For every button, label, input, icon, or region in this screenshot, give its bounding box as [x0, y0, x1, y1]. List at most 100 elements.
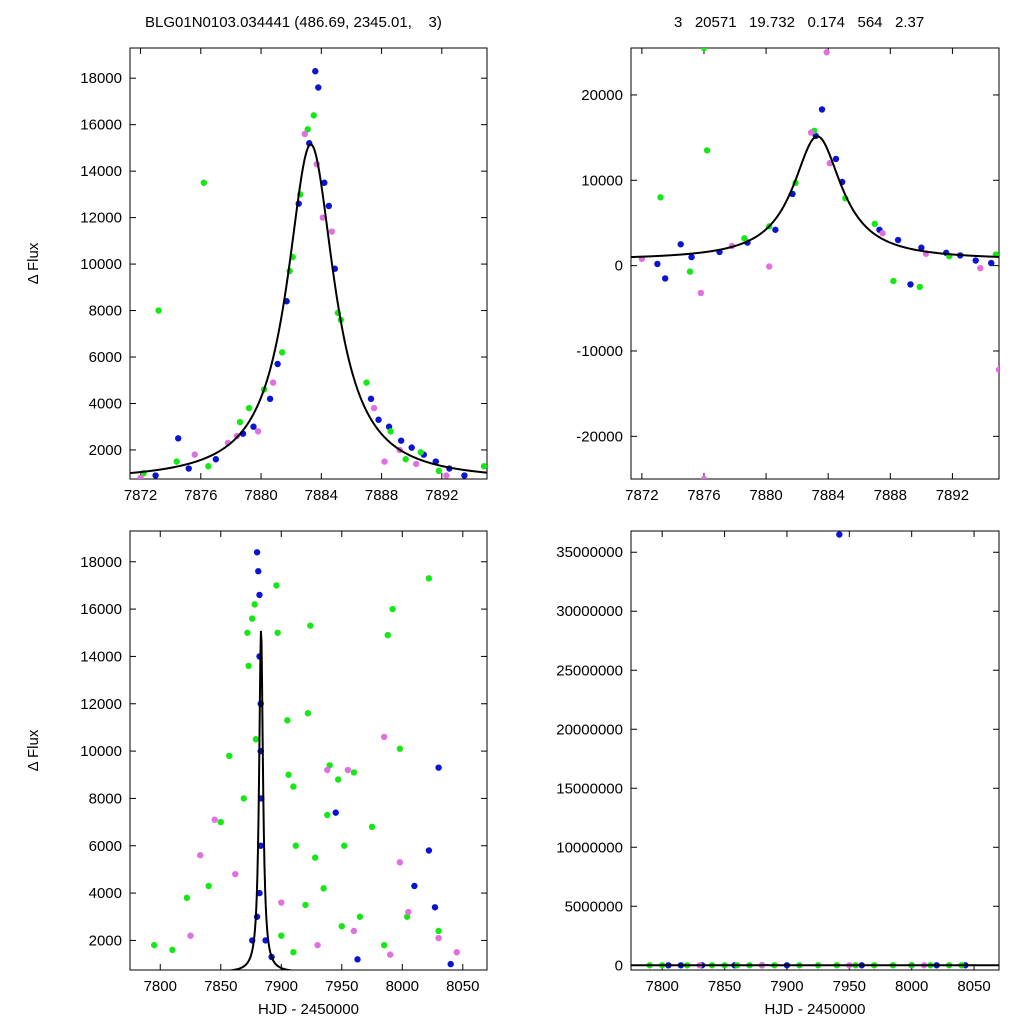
header-left-title: BLG01N0103.034441 (486.69, 2345.01, 3) — [145, 14, 442, 31]
data-point-green — [284, 717, 291, 724]
data-point-pink — [232, 870, 239, 878]
data-point-pink — [807, 129, 815, 136]
data-point-green — [338, 923, 345, 930]
data-point-green — [341, 842, 348, 849]
plot-area — [631, 531, 999, 969]
data-point-pink — [324, 766, 331, 774]
data-point-pink — [977, 264, 984, 272]
x-tick-label: 7880 — [749, 487, 782, 504]
y-axis-label: Δ Flux — [25, 729, 42, 771]
y-tick-label: -10000 — [576, 343, 623, 360]
data-point-blue — [661, 275, 669, 282]
data-point-green — [368, 823, 376, 831]
y-tick-label: 10000 — [80, 256, 122, 273]
data-point-green — [387, 428, 394, 435]
plot-area — [631, 48, 999, 479]
y-tick-label: 35000000 — [556, 544, 623, 561]
data-point-pink — [435, 934, 442, 942]
data-point-blue — [332, 809, 339, 816]
data-point-blue — [907, 281, 914, 288]
data-point-green — [304, 126, 311, 133]
data-point-green — [251, 601, 258, 608]
data-point-pink — [879, 230, 886, 237]
data-point-green — [310, 112, 317, 119]
data-point-green — [700, 48, 708, 52]
data-point-pink — [344, 766, 352, 774]
data-point-green — [686, 268, 694, 275]
data-point-green — [307, 622, 314, 629]
data-point-pink — [269, 379, 277, 386]
data-point-green — [278, 349, 286, 356]
y-tick-label: 30000000 — [556, 603, 623, 620]
data-point-green — [244, 629, 251, 636]
data-point-pink — [443, 472, 450, 479]
y-tick-label: 8000 — [89, 790, 122, 807]
panel-top-right: 7872 7876 7880 7884 7888 7892 -20000 -10000 0 100… — [576, 47, 1000, 504]
data-point-green — [285, 771, 292, 778]
x-tick-label: 7800 — [144, 978, 177, 995]
data-point-blue — [894, 236, 902, 244]
data-point-green — [480, 463, 487, 470]
data-point-green — [396, 745, 404, 752]
y-tick-label: 18000 — [80, 554, 122, 571]
plot-frame — [630, 530, 1000, 971]
x-tick-label: 8000 — [895, 978, 928, 995]
data-point-green — [304, 710, 312, 717]
y-tick-label: 15000000 — [556, 780, 623, 797]
y-tick-label: 2000 — [89, 932, 122, 949]
data-point-blue — [654, 260, 661, 268]
data-point-blue — [266, 395, 274, 403]
x-tick-label: 7876 — [184, 487, 217, 504]
y-tick-label: 0 — [615, 258, 623, 275]
data-point-green — [326, 762, 333, 769]
panel-bottom-left: 7800 7850 7900 7950 8000 8050 2000 4000 6000 8000… — [25, 530, 488, 1018]
y-tick-label: 4000 — [89, 885, 122, 902]
y-tick-label: 16000 — [80, 117, 122, 134]
x-tick-label: 7900 — [265, 978, 298, 995]
data-point-green — [320, 885, 327, 892]
data-point-blue — [175, 435, 182, 442]
x-tick-label: 7880 — [244, 487, 277, 504]
data-point-pink — [405, 908, 412, 916]
data-point-blue — [836, 531, 843, 538]
x-tick-label: 7872 — [625, 487, 658, 504]
x-tick-label: 8050 — [957, 978, 990, 995]
x-tick-label: 7950 — [833, 978, 866, 995]
x-tick-label: 7892 — [936, 487, 969, 504]
data-point-blue — [435, 764, 442, 771]
data-point-green — [425, 575, 433, 582]
data-point-pink — [370, 404, 378, 412]
data-point-blue — [972, 257, 979, 264]
data-point-blue — [354, 956, 361, 963]
data-point-blue — [253, 549, 261, 556]
data-point-green — [334, 776, 342, 783]
data-point-pink — [187, 932, 194, 939]
data-point-green — [324, 811, 331, 819]
data-point-green — [240, 795, 247, 802]
data-point-blue — [312, 68, 319, 75]
data-point-blue — [367, 395, 375, 403]
data-point-green — [402, 456, 409, 463]
data-point-green — [380, 941, 388, 949]
data-point-blue — [832, 155, 840, 163]
data-point-pink — [995, 366, 999, 373]
data-point-pink — [137, 474, 144, 479]
data-point-green — [916, 283, 924, 291]
data-point-blue — [256, 591, 263, 599]
data-point-green — [356, 913, 364, 920]
data-point-blue — [185, 465, 192, 472]
data-point-green — [151, 941, 158, 949]
data-point-blue — [425, 847, 433, 854]
y-tick-label: 20000 — [581, 87, 623, 104]
plot-area — [151, 549, 460, 970]
data-point-blue — [988, 259, 995, 267]
x-tick-label: 7888 — [365, 487, 398, 504]
data-point-pink — [453, 949, 460, 956]
data-point-green — [274, 629, 281, 636]
data-point-blue — [212, 456, 220, 463]
y-tick-label: 6000 — [89, 838, 122, 855]
data-point-blue — [918, 244, 925, 251]
y-tick-label: 14000 — [80, 648, 122, 665]
data-point-green — [183, 894, 191, 902]
